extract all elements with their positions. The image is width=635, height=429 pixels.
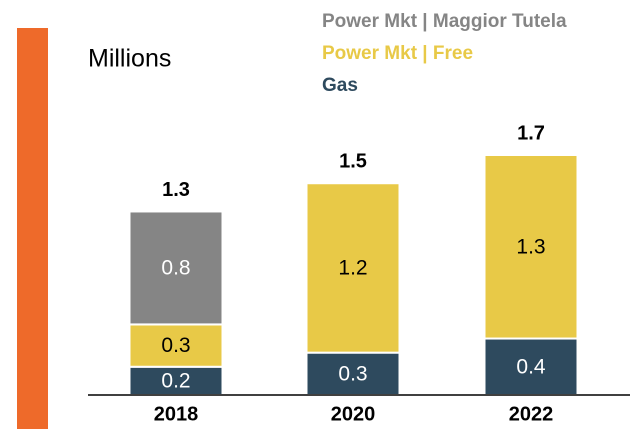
bar-segment — [305, 351, 401, 397]
legend-entry: Power Mkt | Free — [322, 43, 473, 64]
x-tick-label: 2022 — [509, 403, 554, 425]
value-label: 0.4 — [516, 355, 546, 378]
value-label: 0.3 — [338, 362, 367, 385]
value-label: 0.8 — [161, 256, 190, 279]
bar-segment — [483, 154, 579, 340]
bar-segment — [128, 210, 224, 326]
value-label: 0.3 — [161, 334, 190, 357]
value-label: 1.2 — [338, 256, 367, 279]
bar-segment — [305, 182, 401, 354]
value-label: 0.2 — [161, 369, 190, 392]
x-tick-label: 2018 — [154, 403, 199, 425]
accent-bar — [17, 28, 48, 429]
legend-entry: Power Mkt | Maggior Tutela — [322, 11, 567, 32]
total-label: 1.3 — [162, 179, 190, 201]
x-tick-label: 2020 — [331, 403, 376, 425]
bar-segment — [483, 337, 579, 397]
legend-entry: Gas — [322, 75, 358, 96]
unit-label: Millions — [88, 45, 171, 73]
total-label: 1.7 — [517, 122, 545, 144]
total-label: 1.5 — [339, 151, 367, 173]
value-label: 1.3 — [516, 235, 545, 258]
bar-segment — [128, 323, 224, 368]
